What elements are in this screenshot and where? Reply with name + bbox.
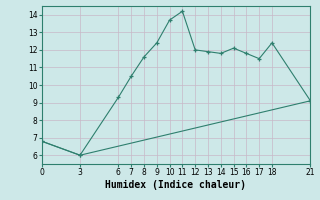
X-axis label: Humidex (Indice chaleur): Humidex (Indice chaleur): [106, 180, 246, 190]
